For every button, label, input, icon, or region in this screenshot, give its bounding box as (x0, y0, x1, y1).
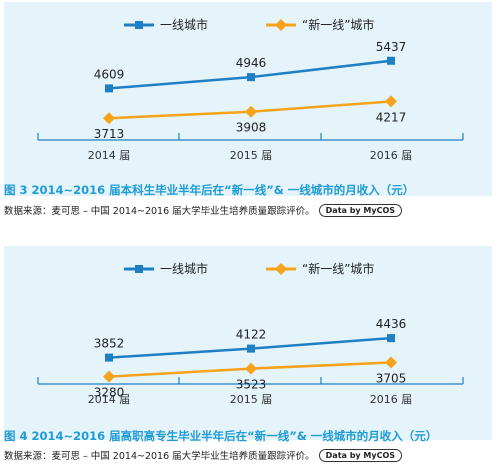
data-label: 3705 (376, 372, 407, 386)
data-point-square (387, 334, 395, 343)
data-point-diamond (385, 356, 397, 369)
data-label: 4217 (376, 110, 407, 124)
legend-label: 一线城市 (160, 17, 208, 32)
data-label: 3908 (236, 121, 267, 135)
legend-item-2: “新一线”城市 (266, 17, 374, 32)
chart-panel-2: 一线城市 “新一线”城市 2014 届 2015 届 2016 届 3852 4122 443… (4, 246, 492, 440)
data-source-1: 数据来源：麦可思 – 中国 2014~2016 届大学毕业生培养质量跟踪评价。 … (4, 203, 403, 217)
data-point-diamond (245, 105, 257, 118)
data-label: 4122 (236, 328, 267, 342)
data-point-square (105, 84, 113, 93)
data-point-diamond (245, 362, 257, 375)
figure-caption-2: 图 4 2014~2016 届高职高专生毕业半年后在“新一线”& 一线城市的月收… (4, 429, 438, 443)
legend-item-1: 一线城市 (124, 17, 208, 32)
data-label: 4436 (376, 317, 407, 331)
x-tick-label: 2016 届 (370, 149, 413, 162)
data-label: 3523 (236, 378, 267, 392)
data-label: 3280 (94, 386, 125, 400)
line-chart-2: 一线城市 “新一线”城市 2014 届 2015 届 2016 届 3852 4122 443… (37, 261, 464, 406)
legend-item-2: “新一线”城市 (266, 261, 374, 276)
source-text-2: 数据来源：麦可思 – 中国 2014~2016 届大学毕业生培养质量跟踪评价。 (4, 451, 315, 462)
data-label: 4609 (94, 67, 125, 81)
data-point-square (387, 56, 395, 65)
data-point-square (105, 353, 113, 362)
data-label: 5437 (376, 40, 407, 54)
source-text-1: 数据来源：麦可思 – 中国 2014~2016 届大学毕业生培养质量跟踪评价。 (4, 206, 315, 217)
x-tick-label: 2014 届 (88, 393, 131, 406)
data-point-square (247, 344, 255, 353)
legend-diamond-marker (275, 263, 287, 275)
chart-panel-1: 一线城市 “新一线”城市 2014 届 2015 届 2016 届 4609 4946 543… (4, 2, 492, 196)
x-tick-label: 2014 届 (88, 149, 131, 162)
figure-caption-1: 图 3 2014~2016 届本科生毕业半年后在“新一线”& 一线城市的月收入（… (4, 183, 415, 197)
legend-square-marker (135, 21, 143, 29)
data-point-diamond (385, 95, 397, 108)
x-tick-label: 2015 届 (230, 393, 273, 406)
data-label: 3713 (94, 127, 125, 141)
mycos-badge-2: Data by MyCOS (318, 448, 403, 462)
legend-label: “新一线”城市 (302, 261, 374, 276)
data-label: 4946 (236, 56, 267, 70)
legend-diamond-marker (275, 19, 287, 31)
data-label: 3852 (94, 337, 125, 351)
mycos-badge-1: Data by MyCOS (318, 203, 403, 217)
data-point-diamond (103, 112, 115, 125)
x-tick-label: 2015 届 (230, 149, 273, 162)
data-point-square (247, 73, 255, 82)
line-chart-1: 一线城市 “新一线”城市 2014 届 2015 届 2016 届 4609 4946 543… (37, 17, 464, 162)
legend-item-1: 一线城市 (124, 261, 208, 276)
x-tick-label: 2016 届 (370, 393, 413, 406)
legend-label: 一线城市 (160, 261, 208, 276)
data-point-diamond (103, 370, 115, 383)
data-source-2: 数据来源：麦可思 – 中国 2014~2016 届大学毕业生培养质量跟踪评价。 … (4, 448, 403, 462)
legend-square-marker (135, 265, 143, 273)
legend-label: “新一线”城市 (302, 17, 374, 32)
